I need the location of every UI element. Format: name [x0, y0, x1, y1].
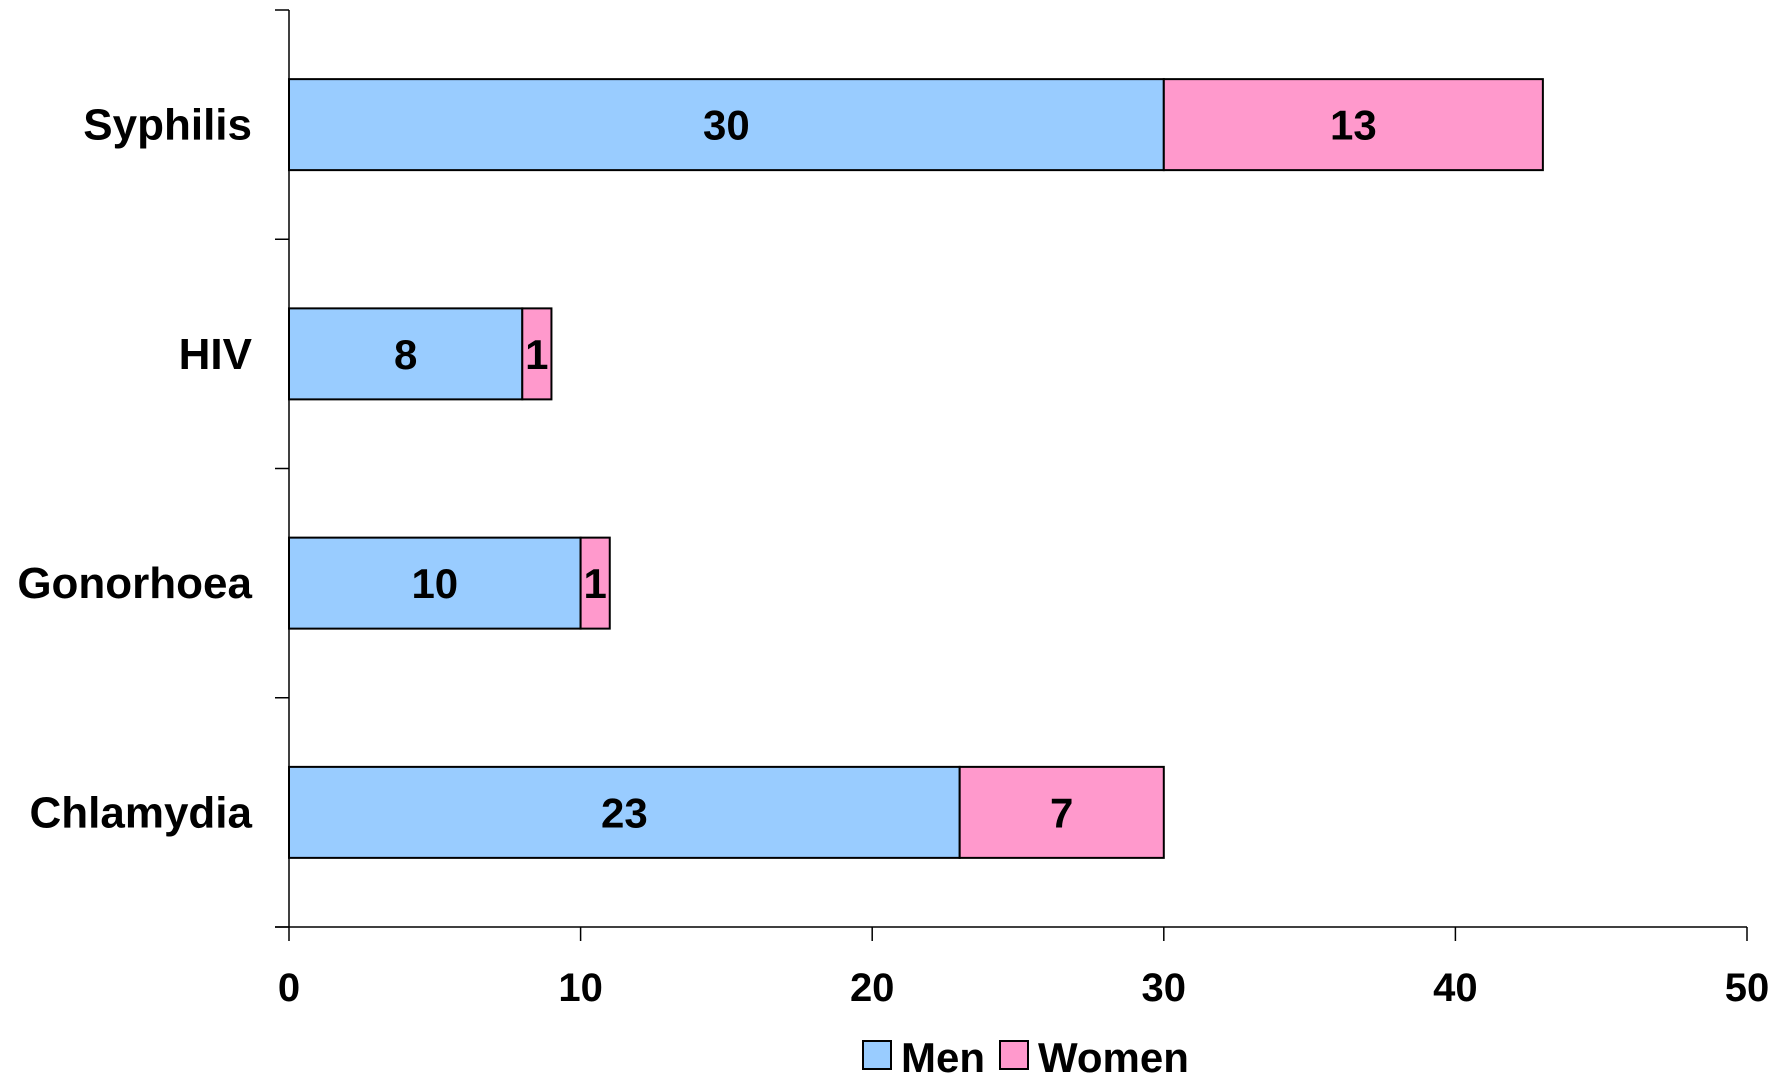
data-label: 10	[411, 560, 458, 607]
data-label: 8	[394, 331, 417, 378]
data-label: 1	[584, 560, 607, 607]
chart-bars	[288, 78, 1544, 859]
bar-segment-women	[1162, 78, 1544, 172]
category-label: Syphilis	[83, 101, 252, 150]
bar-segment-women	[521, 307, 553, 401]
x-tick-label: 30	[1142, 966, 1187, 1010]
data-label: 7	[1050, 789, 1073, 836]
data-label: 13	[1330, 102, 1377, 149]
data-label: 23	[601, 789, 648, 836]
category-label: Chlamydia	[29, 788, 252, 837]
category-label: Gonorhoea	[17, 559, 252, 608]
legend: Men Women	[862, 1034, 1189, 1081]
bar-segment-men	[288, 765, 961, 859]
category-labels: Syphilis HIV Gonorhoea Chlamydia	[17, 101, 252, 838]
bar-segment-women	[579, 536, 611, 630]
category-label: HIV	[179, 330, 253, 379]
legend-label-women: Women	[1038, 1034, 1189, 1081]
legend-label-men: Men	[901, 1034, 985, 1081]
bar-segment-men	[288, 78, 1165, 172]
bar-segment-women	[958, 765, 1165, 859]
x-tick-label: 10	[558, 966, 603, 1010]
x-tick-label: 0	[278, 966, 300, 1010]
x-tick-label: 40	[1433, 966, 1478, 1010]
x-tick-label: 50	[1725, 966, 1770, 1010]
bar-segment-men	[288, 536, 582, 630]
x-tick-label: 20	[850, 966, 895, 1010]
data-label: 1	[525, 331, 548, 378]
bar-data-labels: 30 13 8 1 10 1 23 7	[394, 102, 1377, 837]
bar-segment-men	[288, 307, 524, 401]
data-label: 30	[703, 102, 750, 149]
legend-swatch-women	[999, 1040, 1029, 1070]
legend-swatch-men	[862, 1040, 892, 1070]
x-tick-labels: 0 10 20 30 40 50	[278, 966, 1769, 1010]
